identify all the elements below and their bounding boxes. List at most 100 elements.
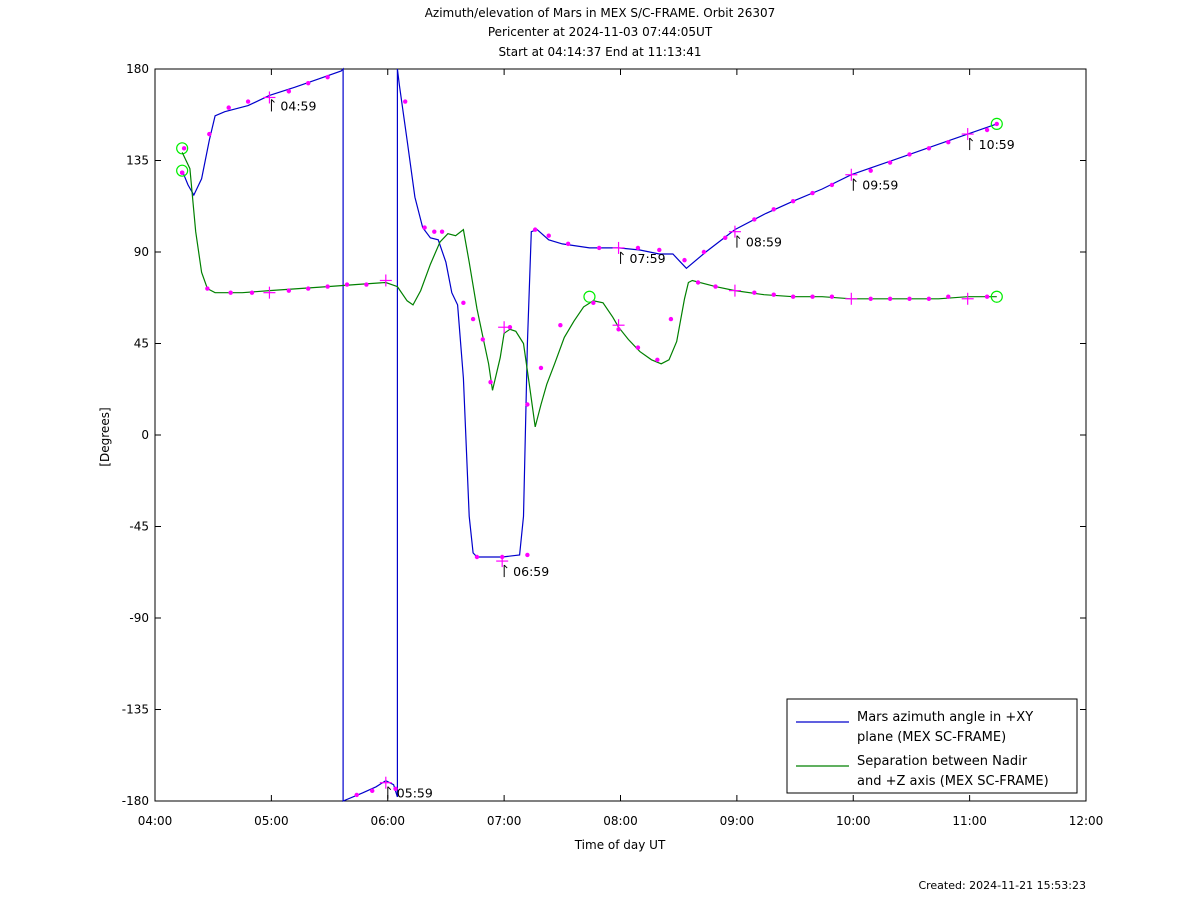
series-0-point-21: [635, 245, 641, 251]
time-annotation-label-1: 05:59: [397, 786, 433, 801]
time-annotation-5: 09:59: [852, 178, 898, 193]
time-annotation-4: 08:59: [736, 235, 782, 250]
series-1-point-26: [771, 292, 776, 297]
legend-entry-azimuth-line-1: Mars azimuth angle in +XY: [857, 710, 1033, 725]
series-1-cross-5: [845, 292, 858, 305]
series-1-point-23: [695, 280, 701, 285]
series-1-point-35: [984, 294, 990, 299]
x-tick-label-6: 10:00: [836, 814, 871, 828]
series-1-point-1: [205, 286, 210, 291]
series-0: [176, 67, 1003, 802]
y-tick-label-4: 0: [141, 428, 149, 442]
series-1-point-3: [249, 290, 255, 295]
series-0-point-20: [596, 245, 602, 251]
series-0-point-2: [207, 131, 212, 137]
chart-title: Azimuth/elevation of Mars in MEX S/C-FRA…: [425, 6, 776, 59]
series-0-point-10: [393, 786, 398, 791]
series-1-cross-0: [263, 286, 276, 299]
y-tick-label-8: -180: [122, 794, 149, 808]
time-annotation-label-2: 06:59: [513, 564, 549, 579]
time-annotation-2: 06:59: [503, 564, 549, 579]
time-annotation-label-0: 04:59: [280, 98, 316, 113]
series-0-point-34: [926, 146, 932, 151]
series-0-point-18: [546, 233, 551, 238]
series-1-point-22: [668, 316, 674, 322]
series-1-point-5: [306, 286, 311, 291]
plot-frame: [154, 68, 1087, 802]
series-0-point-32: [887, 160, 893, 165]
series-0-point-6: [306, 81, 311, 86]
series-1-cross-6: [961, 292, 974, 305]
series-line-1: [181, 152, 997, 428]
series-line-0: [181, 67, 997, 802]
time-annotation-6: 10:59: [969, 137, 1015, 152]
series-1-point-0: [179, 170, 185, 175]
series-0-point-37: [994, 121, 999, 127]
series-1-point-17: [558, 323, 563, 328]
series-0-point-5: [286, 89, 292, 94]
series-0-point-12: [422, 225, 427, 230]
series-1-point-11: [470, 316, 476, 322]
y-axis-label: [Degrees]: [98, 407, 112, 466]
legend-entry-separation-line-2: and +Z axis (MEX SC-FRAME): [857, 774, 1049, 789]
series-1-point-25: [752, 290, 757, 295]
series-0-cross-2: [496, 555, 509, 568]
legend: Mars azimuth angle in +XY plane (MEX SC-…: [786, 698, 1078, 794]
axis-ticks: 04:00 05:00 06:00 07:00 08:00 09:00 10:00 11:00…: [122, 62, 1104, 828]
time-annotation-label-4: 08:59: [746, 235, 782, 250]
series-group: [176, 67, 1003, 802]
series-0-point-19: [565, 241, 571, 247]
series-1-point-29: [829, 294, 835, 299]
series-1-point-24: [713, 284, 718, 289]
y-tick-label-7: -135: [122, 703, 149, 717]
y-tick-label-2: 90: [134, 245, 149, 259]
time-annotation-label-3: 07:59: [630, 251, 666, 266]
series-1-point-20: [635, 345, 641, 350]
series-0-cross-5: [845, 168, 858, 181]
series-0-cross-1: [379, 776, 392, 789]
series-1-point-27: [790, 294, 796, 299]
time-annotation-1: 05:59: [387, 786, 433, 801]
series-0-point-36: [984, 127, 990, 133]
annotations: 04:59 05:59 06:59 07:59 08:59 09:59 10:59: [270, 98, 1015, 801]
series-0-point-25: [723, 235, 728, 240]
series-1-point-10: [461, 300, 466, 306]
series-1-point-28: [810, 294, 815, 299]
x-tick-label-0: 04:00: [138, 814, 173, 828]
series-1-point-33: [926, 296, 932, 301]
series-1-cross-3: [612, 319, 625, 332]
series-0-point-31: [868, 168, 873, 173]
series-1-point-21: [655, 357, 660, 362]
time-annotation-3: 07:59: [620, 251, 666, 266]
series-1-point-12: [480, 337, 485, 342]
x-tick-label-7: 11:00: [952, 814, 987, 828]
series-1-point-15: [525, 402, 530, 407]
series-1-cross-2: [498, 321, 511, 334]
series-0-point-1: [181, 146, 187, 151]
series-0-point-13: [432, 229, 437, 234]
legend-entry-separation-line-1: Separation between Nadir: [857, 754, 1028, 769]
series-0-point-29: [810, 190, 815, 196]
y-tick-label-0: 180: [126, 62, 149, 76]
time-annotation-label-6: 10:59: [979, 137, 1015, 152]
series-1-point-4: [286, 288, 292, 293]
title-line-2: Pericenter at 2024-11-03 07:44:05UT: [488, 25, 713, 39]
series-1: [176, 152, 1003, 428]
x-tick-label-4: 08:00: [603, 814, 638, 828]
series-1-point-8: [364, 282, 369, 287]
series-0-point-3: [226, 105, 231, 110]
series-0-point-22: [657, 247, 662, 253]
x-tick-label-8: 12:00: [1069, 814, 1104, 828]
series-0-point-26: [752, 217, 757, 222]
x-tick-label-2: 06:00: [370, 814, 405, 828]
series-0-cross-4: [728, 225, 741, 238]
series-0-point-17: [532, 227, 538, 232]
title-line-1: Azimuth/elevation of Mars in MEX S/C-FRA…: [425, 6, 776, 20]
series-0-point-35: [946, 140, 951, 145]
time-annotation-label-5: 09:59: [862, 178, 898, 193]
created-timestamp: Created: 2024-11-21 15:53:23: [918, 879, 1086, 892]
legend-entry-azimuth-line-2: plane (MEX SC-FRAME): [857, 730, 1006, 745]
y-tick-label-3: 45: [134, 337, 149, 351]
series-1-circle-1: [583, 290, 596, 303]
series-0-cross-6: [961, 128, 974, 141]
